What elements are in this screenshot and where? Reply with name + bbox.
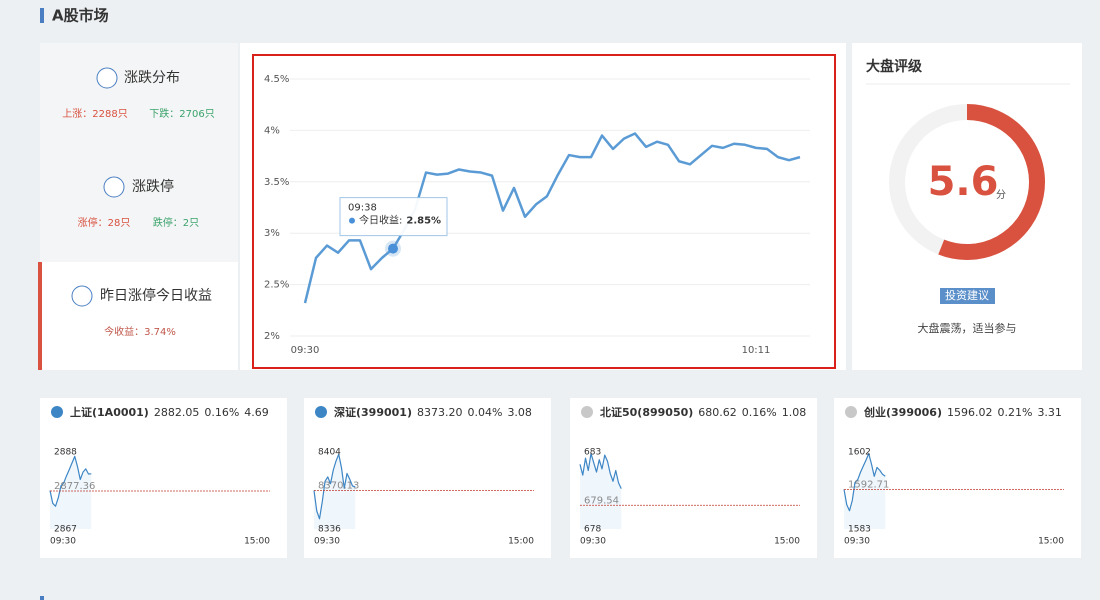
rating-score: 5.6 <box>928 159 999 205</box>
line <box>49 455 92 507</box>
clock-icon <box>581 406 593 418</box>
x-tick-label: 15:00 <box>508 537 534 547</box>
card-header: 创业(399006) 1596.02 0.21% 3.31 <box>863 405 1062 419</box>
index-card <box>304 398 551 558</box>
y-tick-label: 3% <box>264 228 280 239</box>
tooltip-value: 2.85% <box>406 216 441 227</box>
index-price: 680.62 <box>698 406 737 419</box>
y-tick-label: 4.5% <box>264 74 289 85</box>
line-area <box>580 453 622 529</box>
section-bar <box>40 596 44 600</box>
highlight-point <box>388 243 398 254</box>
y-tick-label: 2867 <box>54 525 77 535</box>
icon <box>96 67 118 89</box>
summary-title[interactable]: 涨跌分布 <box>124 70 180 86</box>
index-change: 0.21% <box>997 406 1032 419</box>
x-tick-label: 09:30 <box>50 537 76 547</box>
x-tick-label: 09:30 <box>844 537 870 547</box>
summary-title[interactable]: 昨日涨停今日收益 <box>100 287 212 304</box>
y-tick-label: 1583 <box>848 525 871 535</box>
x-tick-label: 10:11 <box>742 345 771 356</box>
selected-bar <box>38 262 42 370</box>
x-tick-label: 15:00 <box>244 537 270 547</box>
up-count: 上涨：2288只 <box>62 108 127 120</box>
y-tick-label: 2888 <box>54 448 77 458</box>
summary-selected[interactable] <box>40 262 238 370</box>
summary-title[interactable]: 涨跌停 <box>132 178 174 195</box>
section-bar <box>40 8 44 23</box>
index-name: 深证(399001) <box>334 405 412 419</box>
index-name: 北证50(899050) <box>600 405 693 419</box>
tooltip <box>339 197 448 237</box>
rating-panel <box>852 43 1082 370</box>
line <box>303 132 801 304</box>
y-tick-label: 3.5% <box>264 177 289 188</box>
section-title: A股市场 <box>52 7 109 25</box>
line <box>843 453 886 512</box>
y-tick-label: 683 <box>584 448 601 458</box>
index-change: 0.16% <box>742 406 777 419</box>
x-tick-label: 09:30 <box>580 537 606 547</box>
baseline-label: 679.54 <box>584 495 619 506</box>
down-count: 跌停：2只 <box>153 216 199 229</box>
index-amount: 4.69 <box>244 406 269 419</box>
y-tick-label: 678 <box>584 525 601 535</box>
index-amount: 1.08 <box>782 406 807 419</box>
clock-icon <box>315 406 327 418</box>
badge[interactable] <box>940 288 995 304</box>
index-name: 上证(1A0001) <box>70 405 149 419</box>
chart-panel <box>240 43 846 370</box>
tooltip-text: 今日收益: 2.85% <box>359 214 441 227</box>
line-area <box>844 453 886 529</box>
index-name: 创业(399006) <box>863 405 942 419</box>
index-price: 1596.02 <box>947 406 993 419</box>
index-price: 2882.05 <box>154 406 200 419</box>
x-tick-label: 09:30 <box>291 345 320 356</box>
index-amount: 3.31 <box>1037 406 1062 419</box>
tooltip-dot <box>349 217 355 224</box>
clock-icon <box>51 406 63 418</box>
highlight-border <box>252 54 836 369</box>
down-count: 下跌：2706只 <box>149 107 214 120</box>
baseline-label: 2877.36 <box>54 481 95 492</box>
icon <box>103 176 125 198</box>
gauge-arc <box>938 104 1045 260</box>
y-tick-label: 8404 <box>318 448 341 458</box>
x-tick-label: 15:00 <box>774 537 800 547</box>
baseline-label: 8370.13 <box>318 480 359 491</box>
index-amount: 3.08 <box>507 406 532 419</box>
tooltip-time: 09:38 <box>348 203 377 214</box>
tooltip-label: 今日收益: <box>359 214 402 227</box>
x-tick-label: 09:30 <box>314 537 340 547</box>
baseline-label: 1592.71 <box>848 480 889 491</box>
icon <box>71 285 93 307</box>
rating-title: 大盘评级 <box>866 58 923 75</box>
clock-icon <box>845 406 857 418</box>
rating-unit: 分 <box>996 189 1006 201</box>
badge-text[interactable]: 投资建议 <box>945 288 989 302</box>
index-change: 0.04% <box>467 406 502 419</box>
x-tick-label: 15:00 <box>1038 537 1064 547</box>
today-return: 今收益：3.74% <box>104 325 176 338</box>
y-tick-label: 4% <box>264 125 280 136</box>
up-count: 涨停：28只 <box>78 216 131 229</box>
line-area <box>50 456 92 529</box>
y-tick-label: 2% <box>264 331 280 342</box>
card-header: 上证(1A0001) 2882.05 0.16% 4.69 <box>70 405 269 419</box>
card-header: 北证50(899050) 680.62 0.16% 1.08 <box>600 405 806 419</box>
y-tick-label: 2.5% <box>264 280 289 291</box>
index-price: 8373.20 <box>417 406 463 419</box>
line-area <box>314 454 356 529</box>
line <box>579 452 622 489</box>
advice: 大盘震荡，适当参与 <box>918 321 1017 335</box>
index-change: 0.16% <box>204 406 239 419</box>
card-header: 深证(399001) 8373.20 0.04% 3.08 <box>334 405 532 419</box>
y-tick-label: 1602 <box>848 448 871 458</box>
summary-panel <box>40 43 238 262</box>
line <box>313 453 356 520</box>
y-tick-label: 8336 <box>318 525 341 535</box>
